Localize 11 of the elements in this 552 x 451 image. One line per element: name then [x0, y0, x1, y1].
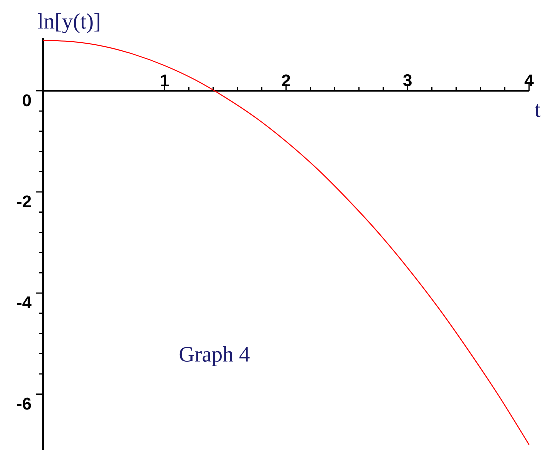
annotation: Graph 4 [180, 346, 250, 367]
x-tick-label: 2 [282, 74, 290, 87]
x-axis-title: t [535, 104, 541, 118]
x-tick-label: 1 [161, 75, 170, 87]
x-tick-label: 3 [403, 74, 412, 87]
y-tick-label: -6 [17, 398, 32, 410]
y-tick-label: 0 [23, 94, 32, 107]
y-tick-label: -2 [17, 196, 32, 208]
x-tick-label: 4 [524, 75, 534, 87]
y-tick-label: -4 [17, 296, 32, 309]
y-axis-title: ln[y(t)] [38, 14, 100, 34]
